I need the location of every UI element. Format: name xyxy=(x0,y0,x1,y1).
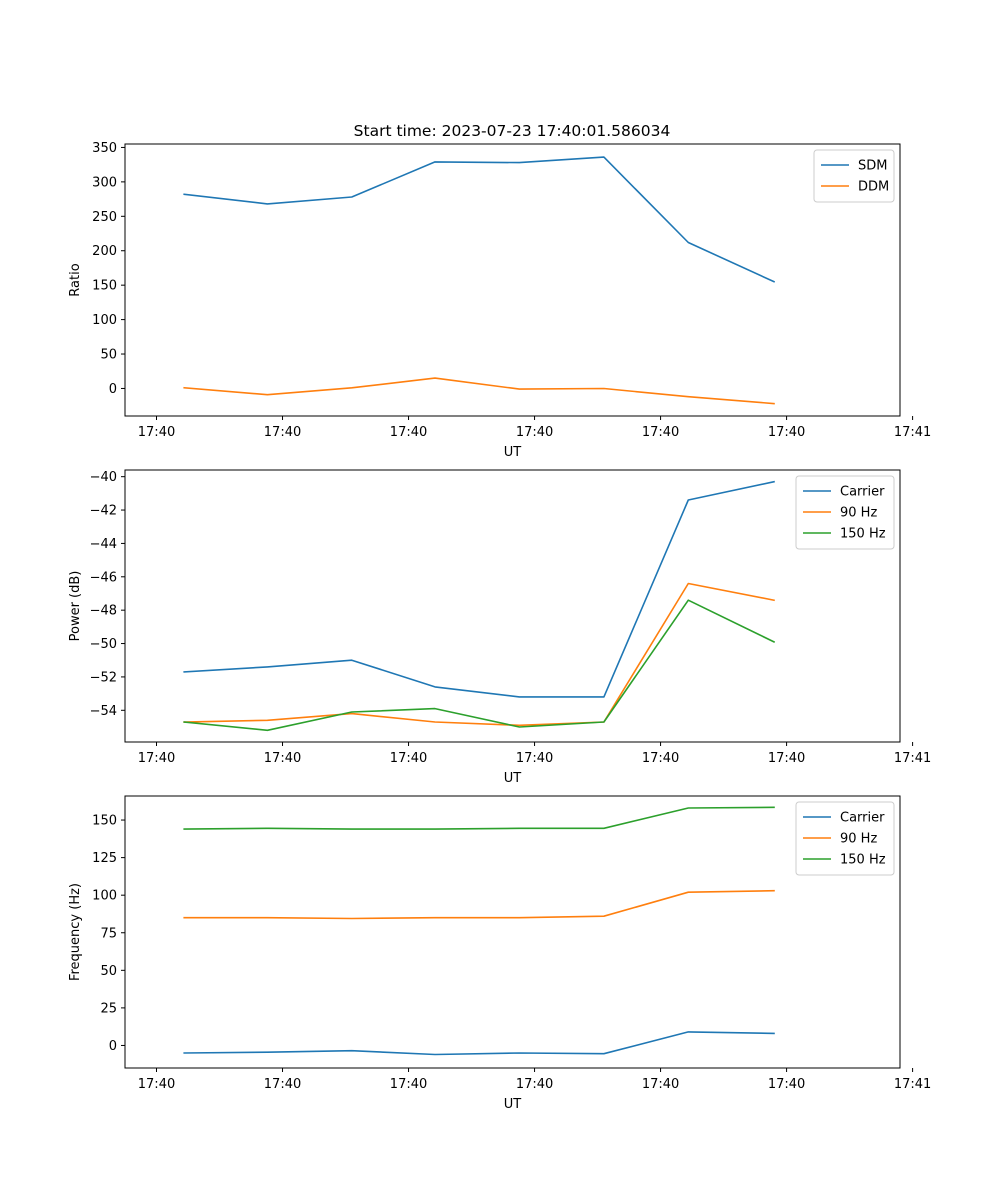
power-x-tick-label: 17:41 xyxy=(894,751,931,766)
power-y-tick-label: −40 xyxy=(90,470,117,485)
frequency-y-axis-label: Frequency (Hz) xyxy=(68,883,83,981)
frequency-panel: 17:40 17:40 17:40 17:40 17:40 17:40 17:41 0 25 50… xyxy=(68,795,931,1112)
ratio-series-line xyxy=(183,377,775,405)
ratio-series-line xyxy=(183,156,776,283)
frequency-x-tick-label: 17:40 xyxy=(390,1077,427,1092)
power-y-tick-label: −46 xyxy=(90,570,117,585)
power-axes-frame xyxy=(124,469,901,743)
power-y-axis-label: Power (dB) xyxy=(68,571,83,642)
frequency-x-tick-label: 17:40 xyxy=(138,1077,175,1092)
frequency-x-tick-label: 17:41 xyxy=(894,1077,931,1092)
ratio-y-tick-label: 100 xyxy=(92,313,117,328)
ratio-x-axis-label: UT xyxy=(504,445,522,460)
power-x-tick-label: 17:40 xyxy=(768,751,805,766)
ratio-legend-label: DDM xyxy=(858,180,889,195)
ratio-x-tick-label: 17:40 xyxy=(516,425,553,440)
ratio-y-tick-label: 300 xyxy=(92,175,117,190)
frequency-legend-label: 90 Hz xyxy=(840,832,877,847)
ratio-panel: 17:40 17:40 17:40 17:40 17:40 17:40 17:41 0 50 10… xyxy=(68,141,931,460)
ratio-x-tick-label: 17:40 xyxy=(264,425,301,440)
ratio-y-tick-label: 50 xyxy=(100,348,117,363)
frequency-series-line xyxy=(183,1031,775,1056)
power-series-line xyxy=(183,480,775,698)
frequency-x-tick-label: 17:40 xyxy=(642,1077,679,1092)
power-series-line xyxy=(183,582,775,727)
ratio-x-tick-label: 17:40 xyxy=(642,425,679,440)
figure-title: Start time: 2023-07-23 17:40:01.586034 xyxy=(354,122,671,140)
power-y-tick-label: −42 xyxy=(90,504,117,519)
frequency-series-line xyxy=(183,806,775,830)
frequency-y-tick-label: 0 xyxy=(109,1039,117,1054)
power-legend-label: 90 Hz xyxy=(840,506,877,521)
ratio-x-tick-label: 17:41 xyxy=(894,425,931,440)
frequency-series-line xyxy=(183,889,775,920)
ratio-y-tick-label: 350 xyxy=(92,141,117,156)
ratio-legend-box xyxy=(813,149,895,203)
ratio-y-tick-label: 0 xyxy=(109,382,117,397)
power-x-tick-label: 17:40 xyxy=(390,751,427,766)
frequency-x-tick-label: 17:40 xyxy=(264,1077,301,1092)
ratio-y-tick-label: 250 xyxy=(92,210,117,225)
ratio-y-tick-label: 200 xyxy=(92,244,117,259)
ratio-legend-label: SDM xyxy=(858,159,887,174)
frequency-y-tick-label: 100 xyxy=(92,889,117,904)
power-x-axis-label: UT xyxy=(504,771,522,786)
frequency-axes-frame xyxy=(124,795,901,1069)
power-x-tick-label: 17:40 xyxy=(642,751,679,766)
frequency-y-tick-label: 150 xyxy=(92,814,117,829)
power-y-tick-label: −50 xyxy=(90,637,117,652)
power-y-tick-label: −54 xyxy=(90,704,117,719)
frequency-y-tick-label: 75 xyxy=(100,926,117,941)
frequency-x-axis-label: UT xyxy=(504,1097,522,1112)
frequency-x-tick-label: 17:40 xyxy=(516,1077,553,1092)
frequency-y-tick-label: 50 xyxy=(100,964,117,979)
frequency-legend-label: Carrier xyxy=(840,811,885,826)
ratio-y-axis-label: Ratio xyxy=(68,263,83,296)
ratio-axes-frame xyxy=(124,143,901,417)
power-x-tick-label: 17:40 xyxy=(516,751,553,766)
power-y-tick-label: −48 xyxy=(90,604,117,619)
ratio-x-tick-label: 17:40 xyxy=(138,425,175,440)
ratio-x-tick-label: 17:40 xyxy=(390,425,427,440)
power-y-tick-label: −52 xyxy=(90,670,117,685)
frequency-legend-box xyxy=(795,801,895,876)
power-panel: 17:40 17:40 17:40 17:40 17:40 17:40 17:41 −54 −5… xyxy=(68,469,931,786)
power-series-line xyxy=(183,599,776,732)
power-x-tick-label: 17:40 xyxy=(138,751,175,766)
frequency-y-tick-label: 125 xyxy=(92,851,117,866)
frequency-x-tick-label: 17:40 xyxy=(768,1077,805,1092)
power-legend-box xyxy=(795,475,895,550)
frequency-y-tick-label: 25 xyxy=(100,1001,117,1016)
power-legend-label: 150 Hz xyxy=(840,527,886,542)
ratio-x-tick-label: 17:40 xyxy=(768,425,805,440)
frequency-legend-label: 150 Hz xyxy=(840,853,886,868)
power-x-tick-label: 17:40 xyxy=(264,751,301,766)
power-y-tick-label: −44 xyxy=(90,537,117,552)
ratio-y-tick-label: 150 xyxy=(92,279,117,294)
power-legend-label: Carrier xyxy=(840,485,885,500)
